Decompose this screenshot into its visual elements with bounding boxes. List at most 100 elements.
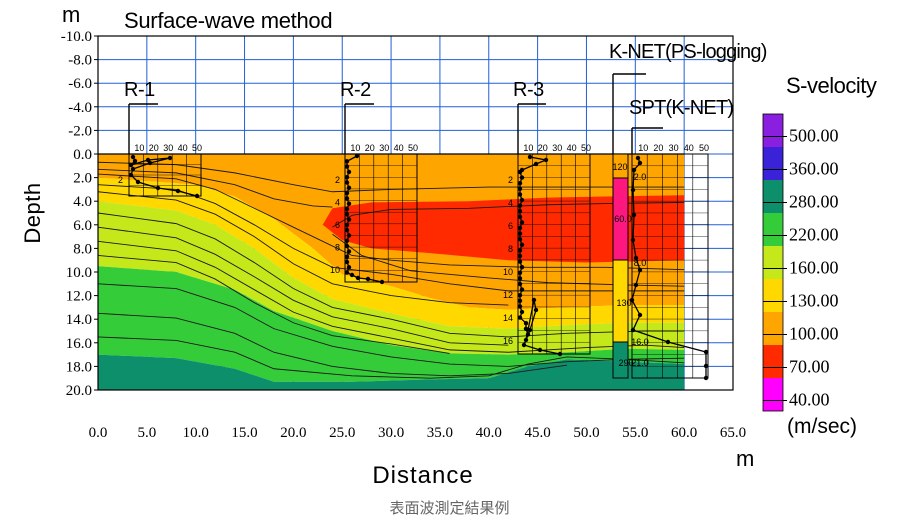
- n-value-point: [519, 197, 525, 203]
- x-tick-label: 20.0: [280, 425, 306, 441]
- y-unit-label: m: [62, 2, 80, 27]
- n-value-point: [631, 167, 637, 173]
- n-value-point: [128, 172, 134, 178]
- borehole-logs: 10 20 30 40 50 10 20 30 40 50 2 4 6 8 10 10 20 30 40 50 2 4 6 8…: [128, 73, 709, 381]
- n-value-point: [147, 160, 153, 166]
- n-value-scale-label: 10: [134, 143, 144, 153]
- x-tick-label: 55.0: [622, 425, 648, 441]
- n-value-point: [519, 242, 525, 247]
- colorbar-label: 40.00: [789, 390, 830, 410]
- n-value-point: [517, 315, 523, 320]
- n-value-scale-label: 40: [684, 143, 694, 153]
- colorbar-swatch: [763, 279, 783, 312]
- colorbar-label: 100.00: [789, 324, 839, 344]
- n-value-point: [557, 351, 563, 357]
- x-tick-label: 65.0: [720, 425, 746, 441]
- contour-line: [97, 168, 333, 208]
- n-value-point: [344, 270, 350, 275]
- n-value-point: [637, 267, 643, 273]
- n-value-point: [533, 307, 539, 313]
- ps-logging-value: 290: [618, 358, 633, 368]
- borehole-r1-depth-label: 2: [118, 175, 123, 185]
- n-value-point: [637, 312, 643, 318]
- n-value-point: [517, 192, 523, 197]
- colorbar-label: 130.00: [789, 291, 839, 311]
- n-value-point: [344, 206, 350, 212]
- n-value-point: [517, 203, 523, 208]
- n-value-point: [344, 222, 350, 228]
- colorbar: S-velocity 500.00 360.00 280.00 220.00 160.00…: [762, 73, 877, 438]
- n-value-point: [346, 233, 352, 238]
- colorbar-label: 70.00: [789, 357, 830, 377]
- n-value-point: [344, 164, 350, 169]
- n-value-point: [194, 193, 200, 199]
- chart-title: Surface-wave method: [124, 8, 332, 33]
- n-value-point: [630, 327, 636, 333]
- x-tick-label: 60.0: [671, 425, 697, 441]
- y-tick-label: 0.0: [73, 147, 92, 163]
- n-value-point: [519, 220, 525, 225]
- x-tick-label: 25.0: [329, 425, 355, 441]
- y-tick-label: -6.0: [68, 76, 92, 92]
- n-value-point: [637, 160, 643, 166]
- layer-green: [98, 266, 685, 382]
- layer-dark-green: [98, 354, 685, 390]
- contour-line: [97, 184, 685, 292]
- x-tick-label: 30.0: [378, 425, 404, 441]
- contour-line: [97, 191, 509, 306]
- x-tick-label: 5.0: [137, 425, 156, 441]
- n-value-point: [631, 212, 637, 218]
- n-value-point: [344, 180, 350, 185]
- borehole-r2-depth-label: 4: [335, 198, 340, 208]
- spt-panel: 10 20 30 40 50: [631, 143, 709, 379]
- contour-line: [97, 255, 450, 354]
- n-value-point: [630, 237, 636, 243]
- n-value-point: [132, 158, 138, 164]
- colorbar-swatch: [763, 312, 783, 345]
- contour-lines: [97, 161, 685, 379]
- ps-logging-value: 120: [612, 162, 627, 172]
- n-value-point: [344, 190, 350, 196]
- colorbar-unit-label: (m/sec): [787, 415, 857, 438]
- borehole-r1-profile: [128, 154, 200, 199]
- n-value-point: [527, 154, 533, 160]
- n-value-point: [703, 349, 709, 355]
- velocity-section: [98, 154, 685, 390]
- n-value-scale-label: 10: [638, 143, 648, 153]
- borehole-r3-depth-label: 14: [503, 313, 513, 323]
- x-tick-label: 50.0: [573, 425, 599, 441]
- contour-line: [97, 212, 685, 338]
- n-value-point: [135, 179, 141, 185]
- n-value-curve: [631, 157, 707, 378]
- n-value-scale-label: 30: [669, 143, 679, 153]
- colorbar-title: S-velocity: [786, 73, 877, 98]
- colorbar-label: 220.00: [789, 225, 839, 245]
- n-value-scale-label: 10: [350, 143, 360, 153]
- borehole-r3-panel: 10 20 30 40 50: [517, 143, 591, 355]
- n-value-point: [349, 272, 355, 278]
- borehole-r2-depth-label: 2: [335, 175, 340, 185]
- colorbar-swatch: [763, 213, 783, 246]
- y-tick-label: 18.0: [66, 359, 92, 375]
- n-value-point: [346, 185, 352, 190]
- x-tick-label: 0.0: [89, 425, 108, 441]
- n-value-point: [130, 166, 136, 172]
- n-value-point: [629, 297, 635, 303]
- n-value-point: [519, 175, 525, 180]
- n-value-point: [344, 238, 350, 243]
- n-value-point: [344, 243, 350, 249]
- n-value-point: [531, 297, 537, 303]
- n-value-point: [517, 281, 523, 287]
- spt-profile: [629, 155, 709, 381]
- borehole-r3-profile: [517, 154, 563, 357]
- n-value-point: [344, 159, 350, 164]
- borehole-r3-depth-label: 4: [508, 198, 513, 208]
- n-value-scale-label: 40: [178, 143, 188, 153]
- borehole-r2-depth-label: 10: [330, 265, 340, 275]
- n-value-point: [355, 275, 361, 281]
- colorbar-swatch: [763, 114, 783, 147]
- colorbar-label: 500.00: [789, 126, 839, 146]
- n-value-point: [167, 155, 173, 161]
- n-value-scale-label: 40: [567, 143, 577, 153]
- n-value-point: [517, 304, 523, 309]
